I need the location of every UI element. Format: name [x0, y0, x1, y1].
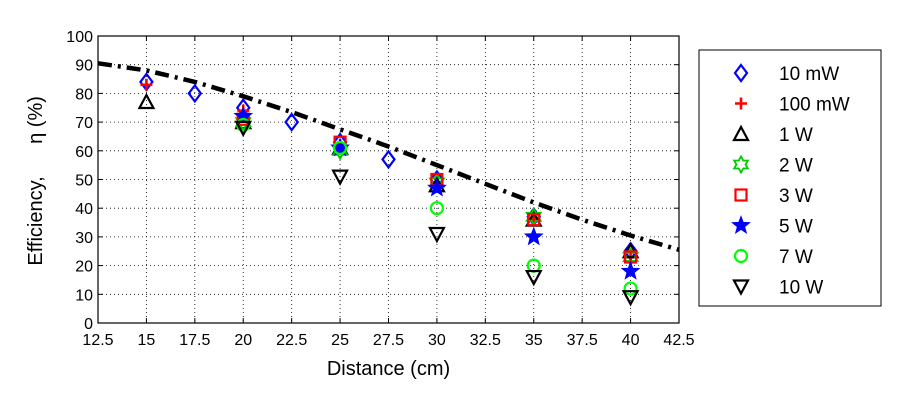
data-point-10-mw — [284, 112, 300, 132]
legend-label-10-w: 10 W — [779, 278, 823, 299]
data-point-5-w — [620, 260, 641, 280]
x-tick-label: 42.5 — [663, 332, 694, 349]
data-point-10-mw — [187, 83, 203, 104]
legend-label-3-w: 3 W — [779, 186, 813, 207]
legend-marker-3-w — [734, 188, 748, 202]
legend-label-2-w: 2 W — [779, 156, 813, 177]
x-tick-label: 30 — [428, 332, 446, 349]
data-point-10-w — [331, 169, 349, 186]
data-point-10-w — [621, 290, 640, 307]
x-tick-label: 27.5 — [373, 332, 404, 349]
y-tick-label: 70 — [75, 115, 93, 132]
legend-label-10-mw: 10 mW — [779, 64, 839, 85]
legend-marker-5-w — [731, 215, 751, 234]
y-tick-label: 40 — [75, 201, 93, 218]
legend-marker-2-w — [732, 154, 750, 175]
legend-label-5-w: 5 W — [779, 217, 813, 238]
legend-marker-100-mw — [735, 97, 747, 110]
data-point-10-mw — [381, 149, 396, 170]
data-point-1-w — [137, 92, 156, 110]
reference-curve — [97, 61, 680, 252]
axis-ticks — [97, 35, 680, 324]
legend-marker-10-w — [732, 279, 750, 296]
x-tick-label: 15 — [138, 332, 156, 349]
x-tick-label: 12.5 — [82, 332, 113, 349]
y-tick-label: 0 — [84, 316, 93, 333]
x-tick-label: 22.5 — [276, 332, 307, 349]
x-tick-labels: 12.5 15 17.5 20 22.5 25 27.5 30 32.5 35 37.5 40 42.5 — [82, 332, 694, 349]
y-tick-labels: 0 10 20 30 40 50 60 70 80 90 100 — [66, 29, 93, 333]
legend-label-7-w: 7 W — [779, 247, 813, 268]
grid-lines — [98, 36, 679, 323]
data-point-5-w — [427, 177, 447, 197]
data-point-7-w — [429, 201, 445, 216]
y-axis-title-part-1: Efficiency, — [25, 176, 47, 265]
data-point-5-w — [233, 105, 254, 125]
y-tick-label: 100 — [66, 29, 93, 46]
x-axis-title: Distance (cm) — [327, 358, 450, 380]
x-tick-label: 25 — [331, 332, 349, 349]
x-tick-label: 37.5 — [567, 332, 598, 349]
x-tick-label: 32.5 — [470, 332, 501, 349]
y-tick-label: 10 — [75, 287, 93, 304]
data-point-5-w — [523, 226, 544, 246]
legend-label-100-mw: 100 mW — [779, 95, 850, 116]
y-tick-label: 80 — [75, 86, 93, 103]
legend-marker-1-w — [732, 124, 750, 142]
data-point-10-w — [524, 269, 543, 287]
legend-box — [698, 49, 882, 307]
x-tick-label: 17.5 — [179, 332, 210, 349]
legend-marker-10-mw — [733, 63, 749, 83]
data-markers — [137, 72, 641, 307]
y-tick-label: 50 — [75, 173, 93, 190]
legend-label-1-w: 1 W — [779, 125, 813, 146]
y-tick-label: 60 — [75, 144, 93, 161]
data-point-7-w — [332, 140, 348, 156]
data-point-7-w — [623, 281, 638, 296]
data-point-10-w — [428, 226, 446, 244]
y-tick-label: 30 — [75, 230, 93, 247]
legend: 10 mW 100 mW 1 W 2 W 3 W 5 W 7 W 10 W — [698, 49, 882, 307]
data-point-100-mw — [140, 78, 153, 91]
y-tick-label: 20 — [75, 259, 93, 276]
x-tick-label: 20 — [234, 332, 252, 349]
data-point-3-w — [527, 213, 541, 227]
x-tick-label: 40 — [622, 332, 640, 349]
reference-curve-group — [97, 61, 680, 252]
legend-marker-7-w — [733, 248, 749, 264]
y-axis-title-part-2: η (%) — [25, 96, 47, 144]
data-point-10-w — [234, 120, 253, 138]
y-tick-label: 90 — [75, 58, 93, 75]
y-axis-title: Efficiency, η (%) — [25, 96, 47, 266]
x-tick-label: 35 — [525, 332, 543, 349]
